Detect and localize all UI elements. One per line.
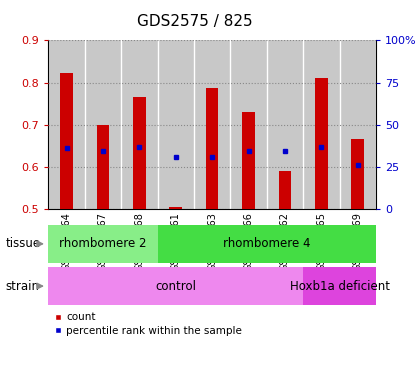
Bar (242, 112, 255, 209)
Bar (60, 73, 73, 209)
Text: Hoxb1a deficient: Hoxb1a deficient (289, 280, 389, 293)
Bar (230, 40, 267, 209)
Bar (315, 78, 328, 209)
Text: tissue: tissue (6, 237, 41, 250)
Bar (303, 40, 339, 209)
Bar (158, 225, 376, 263)
Text: control: control (155, 280, 196, 293)
Bar (97, 125, 109, 209)
Bar (48, 267, 303, 305)
Text: strain: strain (6, 280, 40, 293)
Bar (267, 40, 303, 209)
Text: GDS2575 / 825: GDS2575 / 825 (137, 13, 253, 29)
Bar (121, 40, 158, 209)
Legend: count, percentile rank within the sample: count, percentile rank within the sample (53, 313, 242, 336)
Bar (48, 225, 158, 263)
Bar (48, 40, 85, 209)
Text: rhombomere 2: rhombomere 2 (59, 237, 147, 250)
Text: rhombomere 4: rhombomere 4 (223, 237, 310, 250)
Bar (339, 40, 376, 209)
Bar (158, 40, 194, 209)
Bar (85, 40, 121, 209)
Bar (303, 267, 376, 305)
Bar (194, 40, 230, 209)
Bar (278, 171, 291, 209)
Bar (133, 98, 146, 209)
Bar (169, 207, 182, 209)
Bar (351, 139, 364, 209)
Bar (206, 88, 218, 209)
